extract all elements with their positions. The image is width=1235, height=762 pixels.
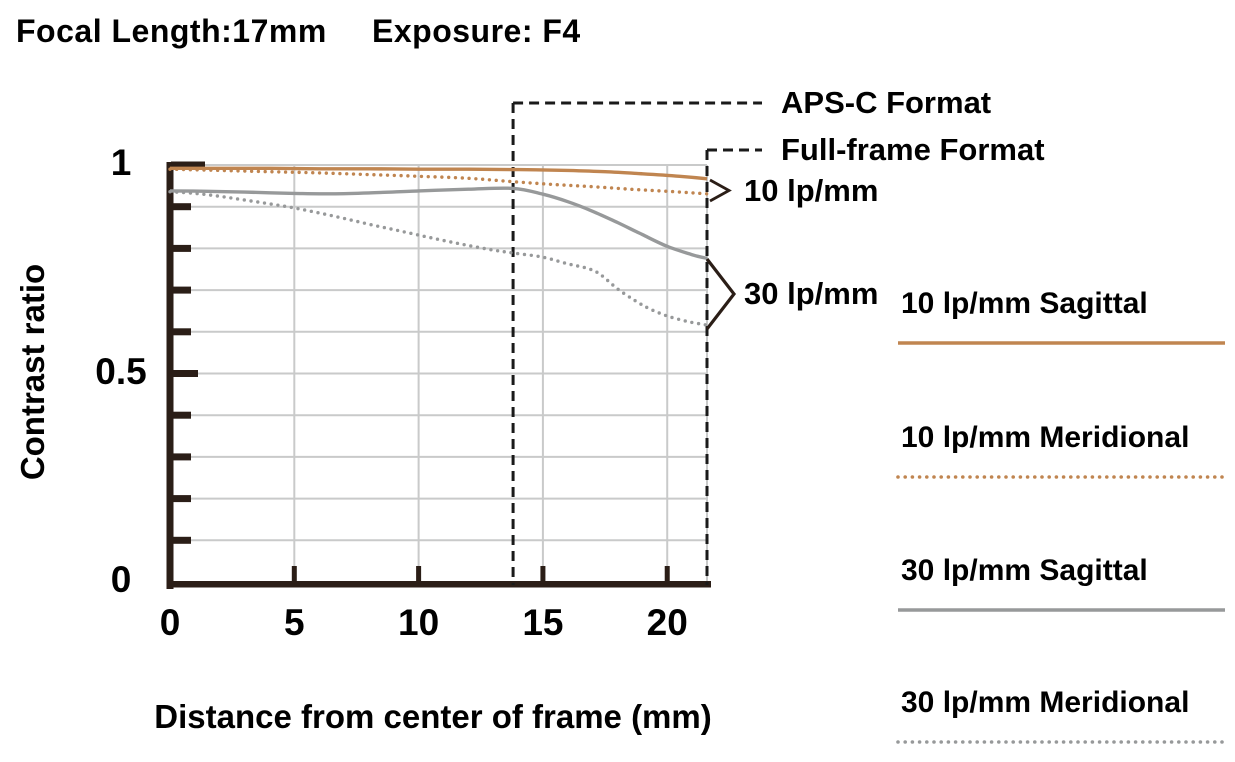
full-frame-format-label: Full-frame Format bbox=[781, 132, 1045, 167]
focal-length-label: Focal Length:17mm bbox=[16, 13, 327, 49]
x-tick bbox=[291, 566, 297, 582]
y-tick bbox=[171, 453, 191, 461]
x-axis-title: Distance from center of frame (mm) bbox=[154, 698, 712, 735]
group-label-30lpmm: 30 lp/mm bbox=[744, 276, 879, 311]
y-tick bbox=[171, 286, 191, 294]
y-tick bbox=[171, 495, 191, 503]
y-tick bbox=[171, 161, 205, 169]
legend-item-30lpmm-sagittal: 30 lp/mm Sagittal bbox=[901, 554, 1148, 587]
y-tick bbox=[171, 536, 191, 544]
x-tick bbox=[416, 566, 422, 582]
y-axis-line bbox=[166, 162, 174, 589]
x-tick-label: 20 bbox=[646, 602, 688, 643]
curve-30-lp-mm-sagittal bbox=[169, 186, 708, 261]
x-tick bbox=[540, 566, 546, 582]
exposure-label: Exposure: F4 bbox=[372, 13, 581, 49]
x-tick bbox=[664, 566, 670, 582]
y-tick-label: 0.5 bbox=[95, 350, 147, 392]
y-tick bbox=[171, 411, 191, 419]
legend-item-10lpmm-sagittal: 10 lp/mm Sagittal bbox=[901, 287, 1148, 320]
chevron-10lpmm bbox=[709, 178, 732, 203]
legend-item-30lpmm-meridional: 30 lp/mm Meridional bbox=[901, 686, 1190, 719]
x-tick-label: 0 bbox=[159, 602, 181, 643]
y-tick bbox=[171, 370, 198, 377]
x-axis-line bbox=[166, 581, 711, 588]
chevron-30lpmm bbox=[705, 258, 737, 330]
y-tick-label: 0 bbox=[110, 559, 132, 600]
x-tick-label: 5 bbox=[284, 602, 305, 643]
y-tick-label: 1 bbox=[110, 142, 132, 183]
x-tick-label: 15 bbox=[522, 602, 564, 643]
y-tick bbox=[171, 328, 191, 336]
y-tick bbox=[171, 244, 191, 252]
curve-30-lp-mm-meridional bbox=[168, 190, 709, 327]
y-axis-title: Contrast ratio bbox=[14, 263, 51, 481]
group-label-10lpmm: 10 lp/mm bbox=[744, 173, 879, 208]
x-tick-label: 10 bbox=[398, 602, 440, 643]
legend-item-10lpmm-meridional: 10 lp/mm Meridional bbox=[901, 421, 1190, 454]
curve-10-lp-mm-sagittal bbox=[170, 166, 708, 181]
y-tick bbox=[171, 203, 191, 211]
aps-c-format-label: APS-C Format bbox=[781, 85, 992, 120]
curve-10-lp-mm-meridional bbox=[168, 167, 709, 196]
